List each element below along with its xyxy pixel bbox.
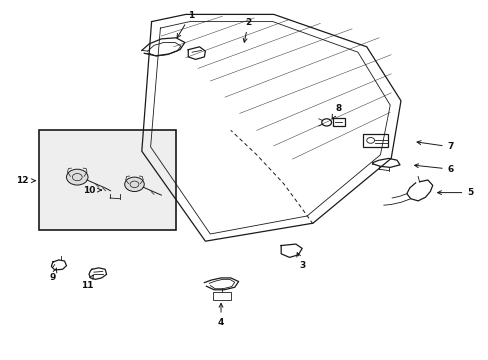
Text: 2: 2 bbox=[243, 18, 251, 42]
Bar bbox=[362, 134, 387, 147]
Bar bbox=[105, 185, 125, 194]
Bar bbox=[332, 118, 345, 126]
Circle shape bbox=[66, 169, 88, 185]
Bar bbox=[212, 292, 231, 300]
Text: 7: 7 bbox=[416, 141, 453, 152]
Text: 8: 8 bbox=[331, 104, 341, 118]
Text: 4: 4 bbox=[217, 303, 224, 327]
Bar bbox=[39, 130, 176, 230]
Text: 11: 11 bbox=[81, 275, 93, 289]
Text: 12: 12 bbox=[16, 176, 35, 185]
Text: 5: 5 bbox=[437, 188, 472, 197]
Text: 10: 10 bbox=[82, 186, 101, 194]
Text: 6: 6 bbox=[414, 164, 453, 174]
Text: 1: 1 bbox=[177, 10, 193, 38]
Text: 9: 9 bbox=[49, 268, 57, 282]
Circle shape bbox=[124, 177, 144, 192]
Text: 3: 3 bbox=[296, 253, 305, 270]
